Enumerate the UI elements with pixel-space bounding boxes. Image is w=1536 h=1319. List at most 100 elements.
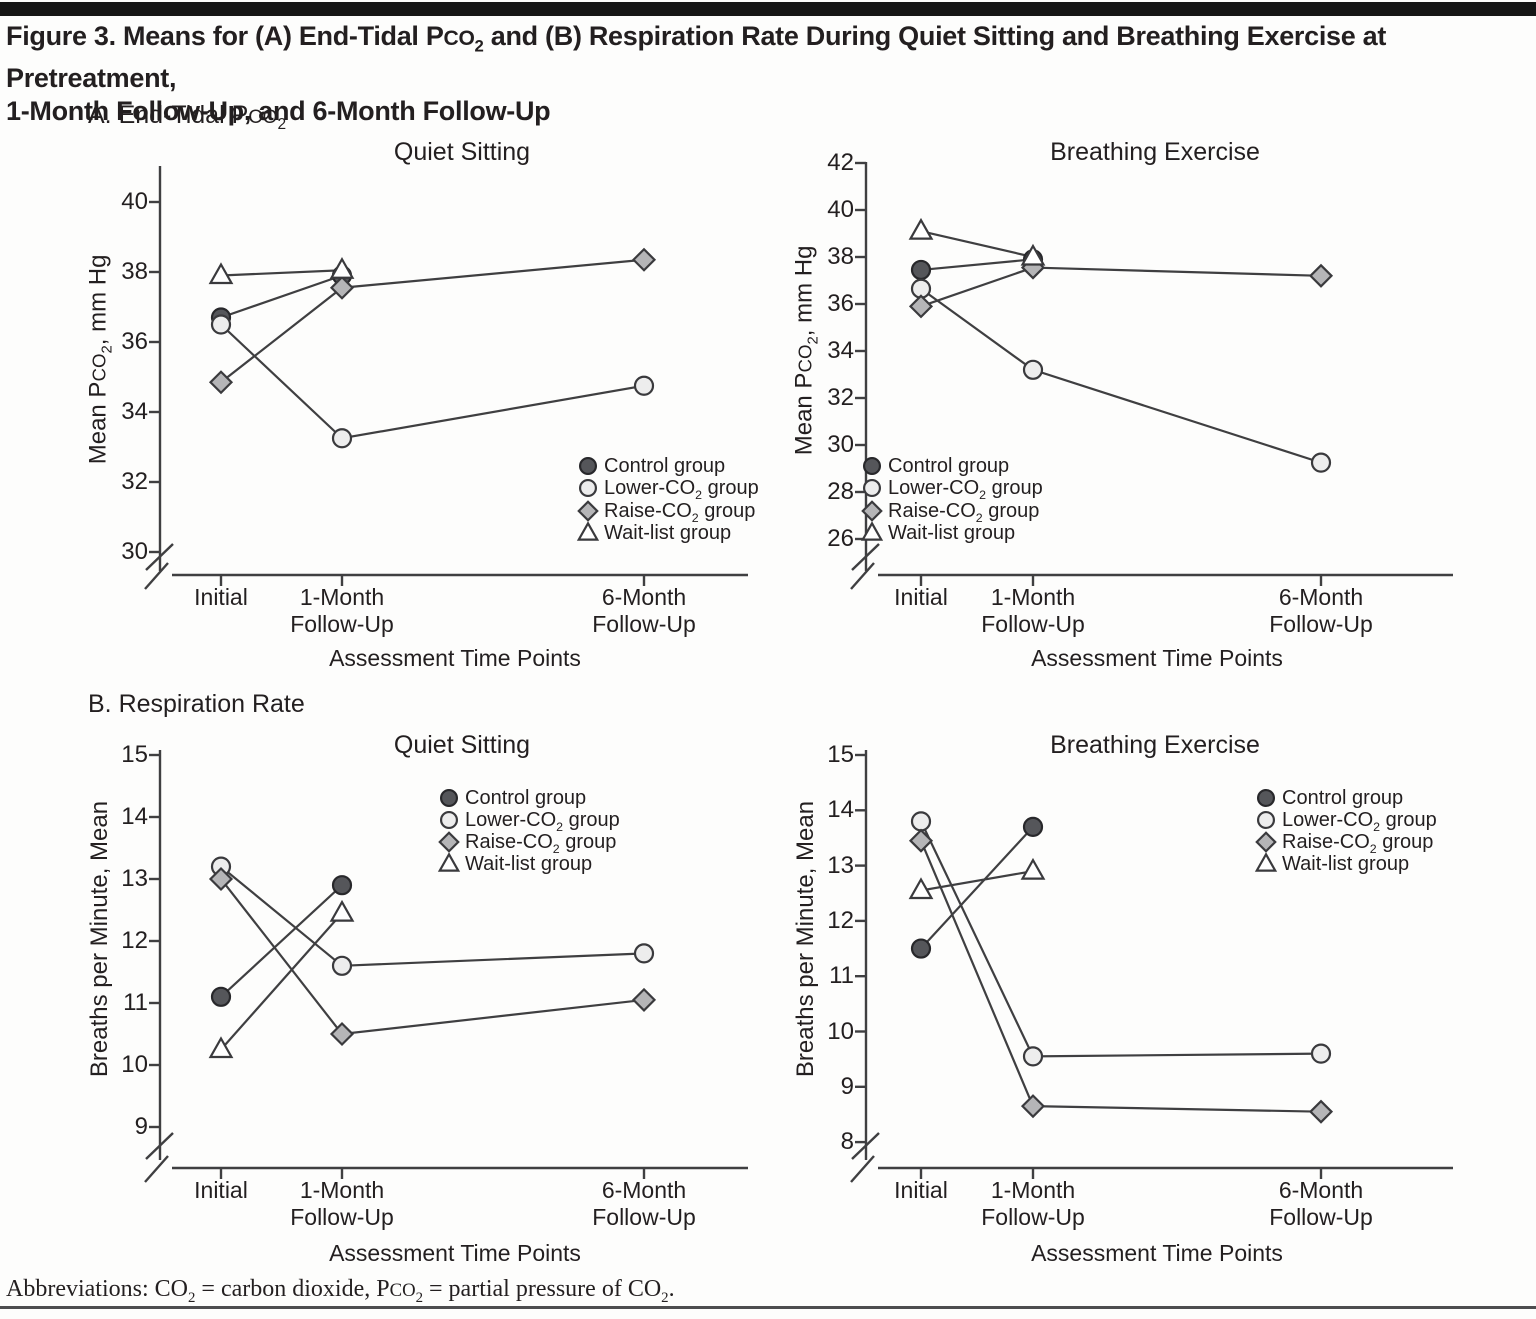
y-tick-label: 38 [827, 243, 854, 270]
x-category-label: 1-Month Follow-Up [981, 1177, 1085, 1230]
data-point-wait-list-group [1020, 243, 1046, 266]
x-category-label: 1-Month Follow-Up [290, 584, 394, 637]
data-point-raise-co-2-group [329, 275, 355, 300]
data-point-wait-list-group [1020, 857, 1046, 880]
data-point-raise-co-2-group [631, 987, 657, 1012]
legend-label-wait-list-group: Wait-list group [604, 522, 732, 544]
data-point-lower-co-2-group [1022, 359, 1044, 380]
x-axis-label: Assessment Time Points [329, 1240, 581, 1266]
data-point-raise-co-2-group [208, 370, 234, 395]
data-point-raise-co-2-group [1308, 263, 1334, 288]
x-category-label: 6-Month Follow-Up [1269, 1177, 1373, 1230]
data-point-lower-co-2-group [1310, 1043, 1332, 1064]
y-axis-label: Mean PCO2, mm Hg [84, 254, 116, 465]
data-point-wait-list-group [908, 877, 934, 900]
legend-marker-control-group [1256, 788, 1276, 808]
legend-marker-lower-co-2-group [578, 478, 598, 498]
y-axis-break [851, 543, 880, 571]
legend-label-raise-co-2-group: Raise-CO2 group [1282, 831, 1434, 856]
x-category-label: 1-Month Follow-Up [981, 584, 1085, 637]
series-line-lower-co-2-group [920, 287, 1322, 464]
y-tick-label: 34 [121, 398, 148, 425]
x-axis-break [144, 562, 169, 590]
x-category-label: 6-Month Follow-Up [1269, 584, 1373, 637]
figure-title-line2: 1-Month Follow-Up, and 6-Month Follow-Up [6, 96, 551, 127]
legend-marker-lower-co-2-group [862, 478, 882, 498]
legend-marker-wait-list-group [1254, 852, 1278, 872]
y-tick-label: 8 [840, 1128, 854, 1156]
legend-marker-lower-co-2-group [1256, 810, 1276, 830]
series-line-control-group [920, 258, 1034, 272]
series-line-control-group [920, 826, 1034, 950]
legend-marker-wait-list-group [437, 852, 461, 872]
y-tick-label: 40 [121, 188, 148, 215]
y-axis-break [145, 543, 174, 571]
y-tick-label: 32 [827, 384, 854, 411]
y-tick-label: 32 [121, 468, 148, 495]
y-axis-label: Breaths per Minute, Mean [86, 800, 113, 1078]
legend-marker-wait-list-group [860, 521, 884, 541]
data-point-control-group [210, 986, 232, 1007]
data-point-raise-co-2-group [631, 247, 657, 272]
legend-marker-raise-co-2-group [1255, 831, 1277, 853]
chart-title: Breathing Exercise [1050, 138, 1260, 166]
data-point-control-group [910, 259, 932, 281]
series-line-raise-co-2-group [220, 258, 645, 384]
chart-title: Breathing Exercise [1050, 731, 1260, 759]
data-point-control-group [1022, 816, 1044, 837]
y-tick-label: 13 [827, 851, 854, 879]
legend-label-wait-list-group: Wait-list group [465, 853, 593, 875]
y-tick-label: 30 [827, 431, 854, 458]
y-tick-label: 38 [121, 258, 148, 285]
y-tick-label: 13 [121, 865, 148, 892]
y-tick-label: 12 [827, 906, 854, 934]
y-tick-label: 10 [121, 1051, 148, 1078]
y-tick-label: 28 [827, 478, 854, 505]
legend-label-lower-co-2-group: Lower-CO2 group [888, 477, 1043, 502]
data-point-lower-co-2-group [633, 943, 655, 964]
y-axis-break [145, 1132, 174, 1160]
legend-label-control-group: Control group [1282, 787, 1404, 809]
legend-label-lower-co-2-group: Lower-CO2 group [465, 809, 620, 834]
legend-label-wait-list-group: Wait-list group [1282, 853, 1410, 875]
x-category-label: 1-Month Follow-Up [290, 1177, 394, 1230]
legend-label-control-group: Control group [604, 455, 726, 477]
data-point-wait-list-group [329, 257, 355, 279]
data-point-raise-co-2-group [908, 294, 934, 319]
series-line-raise-co-2-group [920, 266, 1322, 308]
chart-title: Quiet Sitting [393, 731, 531, 759]
y-axis-label: Mean PCO2, mm Hg [790, 245, 822, 456]
y-tick-label: 30 [121, 538, 148, 565]
legend-marker-control-group [578, 456, 598, 476]
data-point-raise-co-2-group [908, 828, 934, 853]
y-tick-label: 15 [121, 741, 148, 768]
series-line-lower-co-2-group [220, 323, 645, 440]
data-point-control-group [910, 938, 932, 959]
series-line-control-group [220, 884, 343, 998]
y-tick-label: 9 [840, 1072, 854, 1100]
x-category-label: Initial [894, 1177, 948, 1203]
x-category-label: Initial [194, 1177, 248, 1203]
x-axis-break [144, 1155, 169, 1183]
data-point-lower-co-2-group [1310, 452, 1332, 473]
y-tick-label: 14 [121, 803, 148, 830]
x-category-label: 6-Month Follow-Up [592, 1177, 696, 1230]
x-category-label: Initial [894, 584, 948, 610]
data-point-lower-co-2-group [331, 955, 353, 976]
y-tick-label: 11 [123, 989, 148, 1016]
x-axis-label: Assessment Time Points [1031, 1240, 1283, 1266]
data-point-raise-co-2-group [208, 866, 234, 892]
data-point-lower-co-2-group [331, 428, 353, 449]
panel-b-label: B. Respiration Rate [88, 690, 305, 718]
series-line-lower-co-2-group [920, 820, 1322, 1058]
series-line-wait-list-group [920, 230, 1034, 259]
chart-title: Quiet Sitting [393, 138, 531, 166]
legend-label-raise-co-2-group: Raise-CO2 group [465, 831, 617, 856]
legend-marker-control-group [439, 788, 459, 808]
y-axis-label: Breaths per Minute, Mean [792, 800, 819, 1078]
y-tick-label: 34 [827, 337, 854, 364]
bottom-rule [0, 1306, 1536, 1309]
series-line-lower-co-2-group [220, 865, 645, 967]
data-point-wait-list-group [208, 262, 234, 285]
